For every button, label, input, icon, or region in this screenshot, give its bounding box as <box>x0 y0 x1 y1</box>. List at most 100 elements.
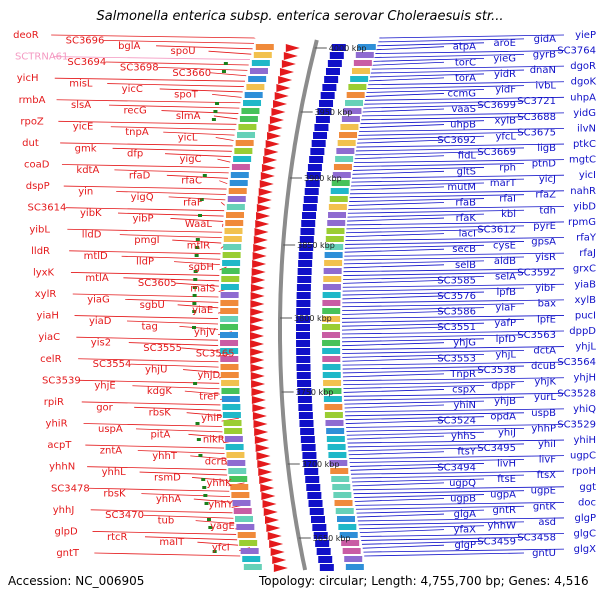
gene-label: ugpE <box>531 486 556 497</box>
gene-label: pyrE <box>533 221 556 232</box>
cog-category-block <box>322 292 341 298</box>
gene-label: yicE <box>73 122 94 133</box>
cog-category-block <box>227 460 246 466</box>
forward-strand-cds <box>254 228 269 236</box>
cog-category-block <box>322 300 341 306</box>
forward-strand-cds <box>253 236 268 244</box>
gene-label: xylB <box>575 295 597 306</box>
gene-leader-line <box>377 42 485 47</box>
reverse-strand-cds <box>324 76 339 83</box>
reverse-strand-cds <box>298 412 313 419</box>
gene-leader-line <box>81 401 221 406</box>
gene-label: ftsY <box>457 447 476 458</box>
forward-strand-cds <box>273 564 288 572</box>
gene-leader-line <box>350 186 445 191</box>
gene-leader-line <box>343 385 485 389</box>
gene-leader-line <box>361 112 565 117</box>
gene-leader-line <box>220 201 225 206</box>
cog-category-block <box>228 188 247 194</box>
gene-label: torA <box>455 73 476 84</box>
gene-leader-line <box>362 108 445 113</box>
forward-strand-cds <box>254 428 269 436</box>
gene-leader-line <box>67 228 223 233</box>
gene-leader-line <box>350 463 485 467</box>
gene-leader-line <box>351 174 565 179</box>
gene-label: deoR <box>13 30 39 41</box>
gene-leader-line <box>163 131 235 136</box>
reverse-strand-cds <box>299 236 314 243</box>
gene-label: SC3660 <box>172 68 211 79</box>
gene-leader-line <box>195 520 235 525</box>
gene-label: nahR <box>570 186 596 197</box>
gene-label: yicL <box>178 133 198 144</box>
forward-strand-cds <box>257 460 272 468</box>
cog-category-block <box>333 164 352 170</box>
cog-category-block <box>328 204 347 210</box>
cog-category-block <box>322 340 341 346</box>
cog-category-block <box>235 516 254 522</box>
gene-label: yibL <box>29 224 50 235</box>
rna-marker <box>212 550 217 553</box>
gene-leader-line <box>349 198 485 202</box>
gene-leader-line <box>345 237 565 241</box>
gene-leader-line <box>348 205 565 210</box>
gene-leader-line <box>345 416 485 421</box>
cog-category-block <box>324 252 343 258</box>
cog-category-block <box>220 324 239 330</box>
gene-leader-line <box>208 50 252 55</box>
cog-category-block <box>324 260 343 266</box>
gene-leader-line <box>342 315 565 319</box>
cog-category-block <box>249 68 268 74</box>
cog-category-block <box>222 412 241 418</box>
gene-leader-line <box>88 487 230 492</box>
reverse-strand-cds <box>315 540 330 547</box>
forward-strand-cds <box>250 348 265 356</box>
gene-leader-line <box>94 552 241 557</box>
gene-label: mtlR <box>187 240 210 251</box>
forward-strand-cds <box>276 84 291 92</box>
cog-category-block <box>224 428 243 434</box>
reverse-strand-cds <box>297 396 312 403</box>
gene-label: lpfB <box>496 287 516 298</box>
gene-leader-line <box>343 381 525 386</box>
gene-leader-line <box>345 412 525 417</box>
gene-label: yhhS <box>451 431 476 442</box>
gene-leader-line <box>362 544 445 549</box>
gene-leader-line <box>350 182 485 187</box>
cog-category-block <box>240 548 259 554</box>
forward-strand-cds <box>259 476 274 484</box>
cog-category-block <box>221 388 240 394</box>
cog-category-block <box>234 148 253 154</box>
gene-label: yieG <box>493 53 516 64</box>
cog-category-block <box>330 468 349 474</box>
gene-label: SC3524 <box>437 416 476 427</box>
gene-leader-line <box>358 131 525 136</box>
rna-marker <box>192 286 197 289</box>
gene-label: dgoR <box>570 61 596 72</box>
gene-label: yicC <box>122 84 143 95</box>
gene-label: yhhL <box>102 467 127 478</box>
gene-leader-line <box>83 423 223 427</box>
gene-label: grxC <box>573 264 596 275</box>
forward-strand-cds <box>255 444 270 452</box>
position-label: 3750 kbp <box>296 388 334 397</box>
cog-category-block <box>229 476 248 482</box>
gene-label: aldB <box>494 256 516 267</box>
rna-marker <box>199 198 204 201</box>
forward-strand-cds <box>256 212 271 220</box>
gene-label: ccmG <box>448 88 477 99</box>
cog-category-block <box>335 508 354 514</box>
cog-category-block <box>331 476 350 482</box>
forward-strand-cds <box>251 388 266 396</box>
cog-category-block <box>243 564 262 570</box>
gene-label: yicJ <box>539 174 556 185</box>
gene-leader-line <box>344 252 565 257</box>
gene-leader-line <box>357 517 565 522</box>
gene-label: SC3539 <box>42 375 81 386</box>
rna-marker <box>208 526 213 529</box>
forward-strand-cds <box>258 468 273 476</box>
gene-leader-line <box>107 83 244 87</box>
forward-strand-cds <box>253 420 268 428</box>
gene-leader-line <box>342 346 565 350</box>
gene-label: uspB <box>531 408 556 419</box>
